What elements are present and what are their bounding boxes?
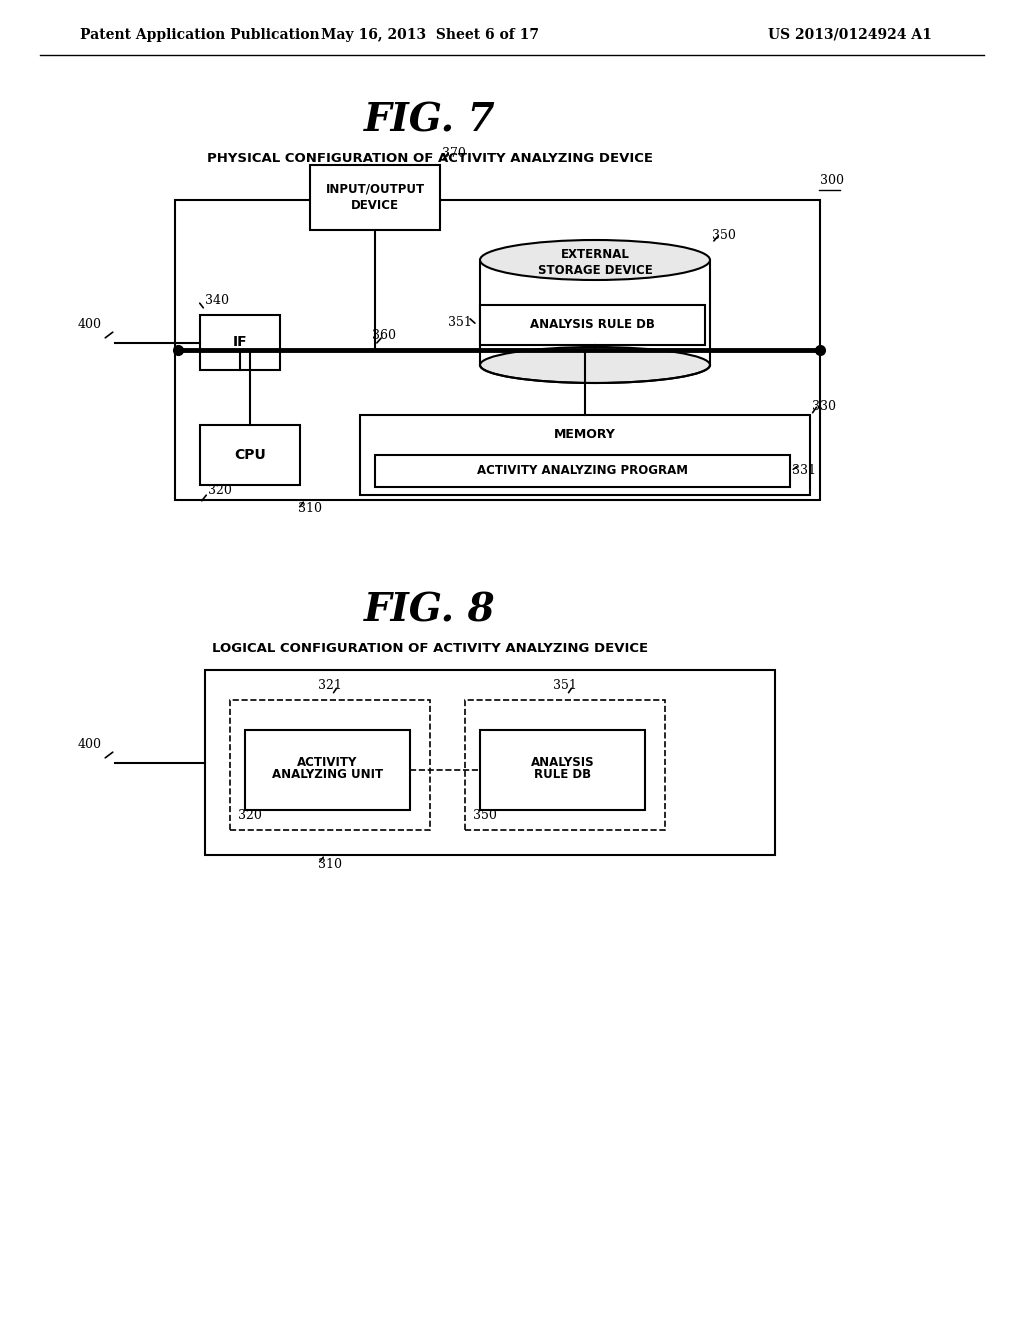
Ellipse shape <box>480 347 710 383</box>
Text: 321: 321 <box>318 678 342 692</box>
Text: ANALYSIS: ANALYSIS <box>530 755 594 768</box>
FancyBboxPatch shape <box>200 425 300 484</box>
Text: 331: 331 <box>792 465 816 478</box>
Text: FIG. 8: FIG. 8 <box>365 591 496 630</box>
Text: ACTIVITY ANALYZING PROGRAM: ACTIVITY ANALYZING PROGRAM <box>477 465 688 478</box>
Text: ANALYZING UNIT: ANALYZING UNIT <box>272 768 383 781</box>
FancyBboxPatch shape <box>230 700 430 830</box>
FancyBboxPatch shape <box>200 315 280 370</box>
Text: 300: 300 <box>820 174 844 187</box>
Text: 351: 351 <box>553 678 577 692</box>
Text: 370: 370 <box>442 147 466 160</box>
Text: 310: 310 <box>318 858 342 871</box>
FancyBboxPatch shape <box>175 201 820 500</box>
Text: 330: 330 <box>812 400 836 413</box>
Text: Patent Application Publication: Patent Application Publication <box>80 28 319 42</box>
Text: 350: 350 <box>473 809 497 822</box>
Text: 360: 360 <box>372 329 396 342</box>
Text: May 16, 2013  Sheet 6 of 17: May 16, 2013 Sheet 6 of 17 <box>321 28 539 42</box>
Text: EXTERNAL: EXTERNAL <box>560 248 630 261</box>
Text: ANALYSIS RULE DB: ANALYSIS RULE DB <box>530 318 655 331</box>
Text: INPUT/OUTPUT: INPUT/OUTPUT <box>326 183 425 195</box>
Text: RULE DB: RULE DB <box>534 768 591 781</box>
Text: US 2013/0124924 A1: US 2013/0124924 A1 <box>768 28 932 42</box>
FancyBboxPatch shape <box>245 730 410 810</box>
Text: 350: 350 <box>712 228 736 242</box>
Ellipse shape <box>480 240 710 280</box>
Text: LOGICAL CONFIGURATION OF ACTIVITY ANALYZING DEVICE: LOGICAL CONFIGURATION OF ACTIVITY ANALYZ… <box>212 642 648 655</box>
Text: 400: 400 <box>78 318 102 330</box>
FancyBboxPatch shape <box>360 414 810 495</box>
FancyBboxPatch shape <box>480 730 645 810</box>
Text: 320: 320 <box>208 484 231 498</box>
Text: CPU: CPU <box>234 447 266 462</box>
Text: 351: 351 <box>449 315 472 329</box>
Text: 340: 340 <box>205 294 229 308</box>
Text: ACTIVITY: ACTIVITY <box>297 755 357 768</box>
Text: 400: 400 <box>78 738 102 751</box>
Text: FIG. 7: FIG. 7 <box>365 102 496 139</box>
Text: 310: 310 <box>298 502 322 515</box>
Text: IF: IF <box>232 335 248 350</box>
Text: STORAGE DEVICE: STORAGE DEVICE <box>538 264 652 276</box>
Text: PHYSICAL CONFIGURATION OF ACTIVITY ANALYZING DEVICE: PHYSICAL CONFIGURATION OF ACTIVITY ANALY… <box>207 152 653 165</box>
FancyBboxPatch shape <box>205 671 775 855</box>
FancyBboxPatch shape <box>310 165 440 230</box>
FancyBboxPatch shape <box>465 700 665 830</box>
Text: 320: 320 <box>238 809 262 822</box>
Text: DEVICE: DEVICE <box>351 199 399 213</box>
FancyBboxPatch shape <box>375 455 790 487</box>
Text: MEMORY: MEMORY <box>554 429 616 441</box>
FancyBboxPatch shape <box>480 305 705 345</box>
